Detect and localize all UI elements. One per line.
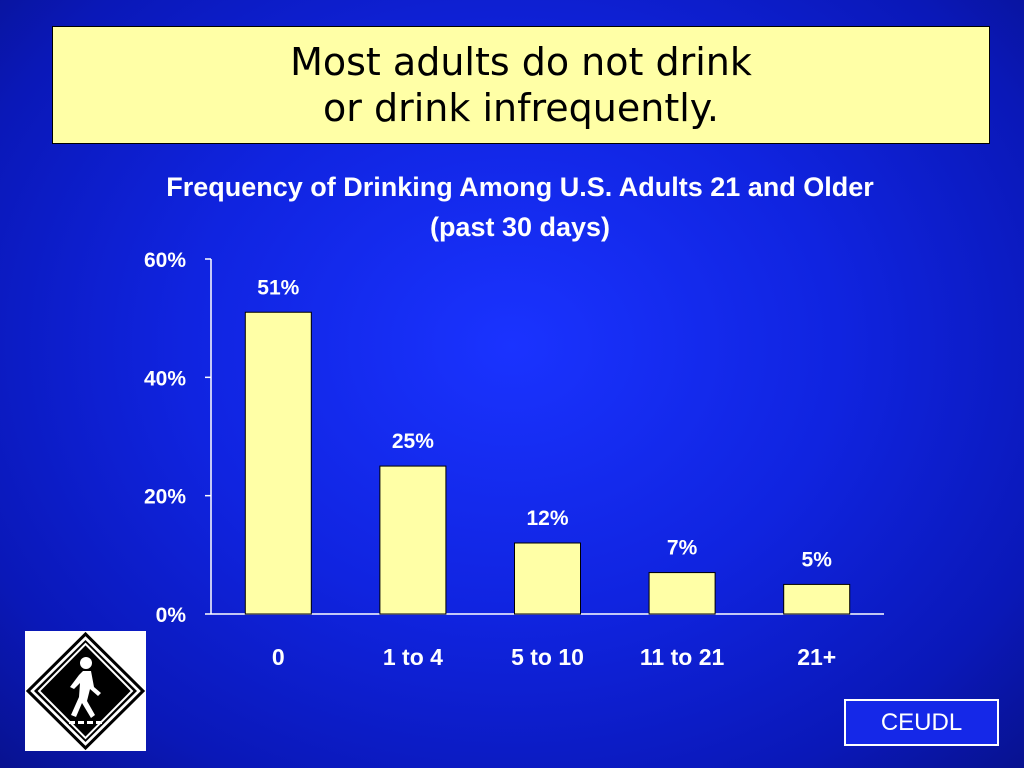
y-tick-label: 40%	[144, 367, 186, 390]
slide-title-line-2: or drink infrequently.	[323, 86, 719, 130]
bar	[783, 583, 851, 615]
chart-title: Frequency of Drinking Among U.S. Adults …	[166, 172, 874, 202]
bar	[379, 465, 447, 615]
pedestrian-crossing-sign-icon	[25, 631, 146, 751]
slide-title-box: Most adults do not drink or drink infreq…	[52, 26, 990, 144]
slide-title-line-1: Most adults do not drink	[290, 40, 752, 84]
bar	[648, 572, 716, 615]
bar-data-label: 5%	[802, 548, 833, 571]
chart-subtitle: (past 30 days)	[429, 212, 611, 242]
y-tick-label: 60%	[144, 249, 186, 272]
x-category-label: 11 to 21	[640, 644, 725, 670]
bar-data-label: 12%	[526, 507, 568, 530]
bar-data-label: 25%	[392, 430, 434, 453]
bar	[514, 542, 581, 615]
x-category-label: 21+	[797, 644, 836, 670]
bar-data-label: 51%	[257, 276, 299, 299]
y-tick-label: 20%	[144, 486, 186, 509]
x-category-label: 5 to 10	[511, 644, 584, 670]
y-tick-label: 0%	[156, 604, 187, 627]
sign-panel	[25, 631, 146, 751]
bar-data-label: 7%	[667, 537, 698, 560]
bar	[244, 311, 312, 615]
x-category-label: 1 to 4	[383, 644, 443, 670]
footer-label: CEUDL	[880, 708, 963, 736]
footer-logo-box: CEUDL	[844, 699, 999, 746]
x-category-label: 0	[272, 644, 285, 670]
